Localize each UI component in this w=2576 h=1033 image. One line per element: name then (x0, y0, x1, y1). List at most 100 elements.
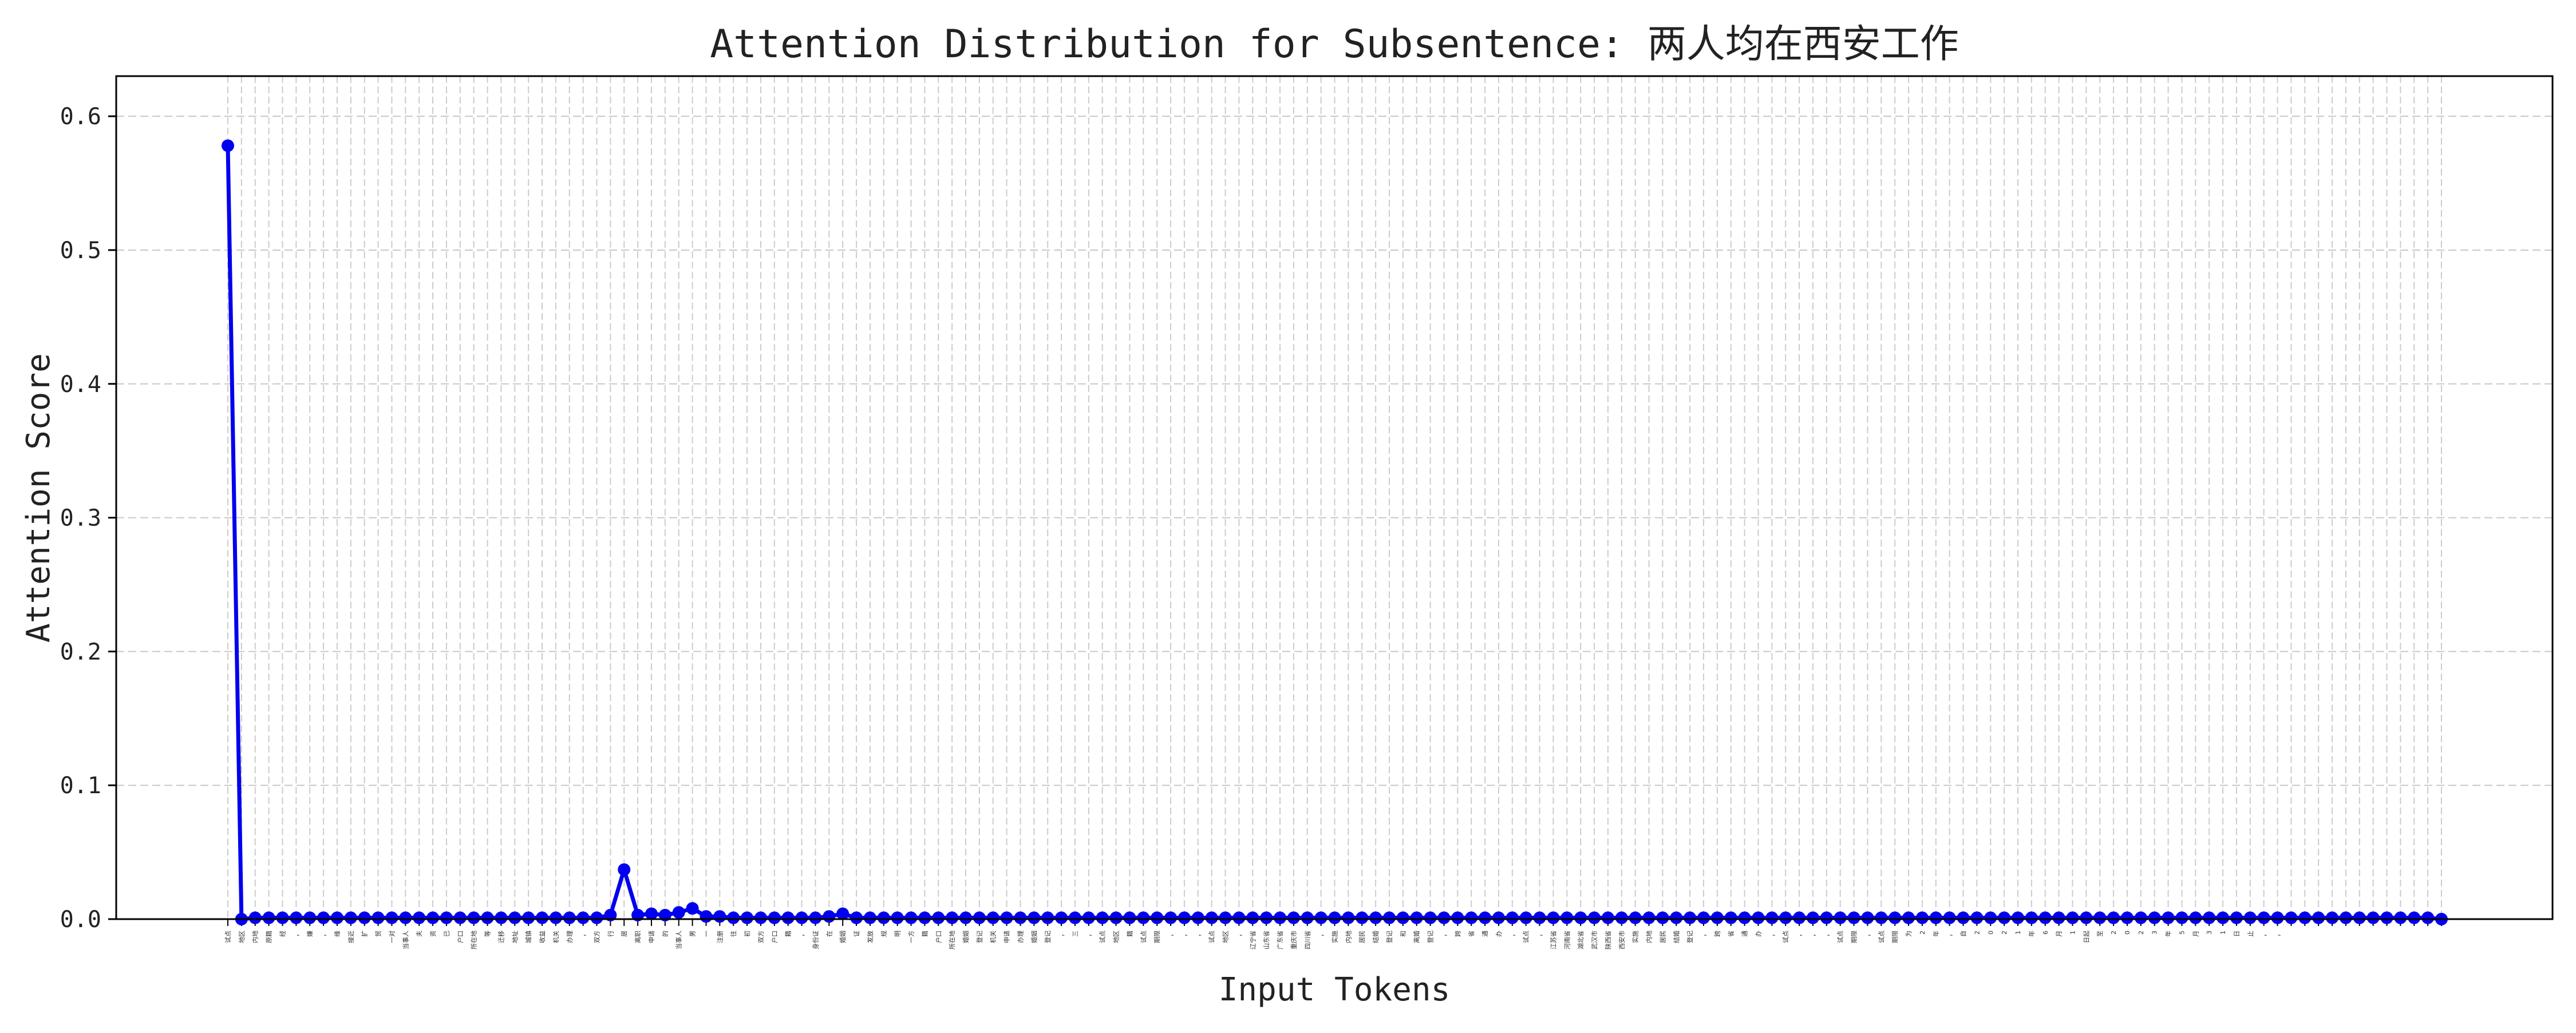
data-point (1697, 911, 1710, 924)
x-tick-label: ， (1058, 931, 1065, 937)
x-tick-label: 2 (2110, 931, 2117, 935)
x-tick-label: 2 (1973, 931, 1981, 935)
x-tick-label: 办 (1495, 931, 1503, 937)
data-point (1014, 911, 1027, 924)
x-tick-label: 0 (2124, 931, 2131, 935)
data-point (1574, 911, 1587, 924)
data-point (1151, 911, 1164, 924)
data-point (385, 911, 398, 924)
data-point (877, 911, 890, 924)
x-tick-label: 月 (2192, 931, 2199, 937)
x-tick-label: 省 (1468, 931, 1475, 937)
x-tick-label: 机关 (989, 931, 997, 943)
data-point (2038, 911, 2052, 924)
x-tick-label: 身份证 (811, 931, 819, 949)
x-tick-label: 实施 (1631, 931, 1639, 943)
x-tick-label: 内地 (1645, 931, 1653, 943)
data-point (248, 911, 262, 924)
data-point (1847, 911, 1860, 924)
data-point (713, 910, 726, 923)
x-tick-label: ， (1809, 931, 1817, 937)
x-tick-label: 陕西省 (1604, 931, 1612, 949)
attention-series (222, 139, 2448, 925)
data-point (1287, 911, 1300, 924)
x-tick-label: 日起 (2083, 931, 2090, 943)
data-point (1096, 911, 1109, 924)
data-point (495, 911, 508, 924)
data-point (2066, 911, 2079, 924)
data-point (1601, 911, 1614, 924)
data-point (604, 908, 617, 921)
x-tick-label: 登记 (975, 931, 983, 943)
data-point (1164, 911, 1178, 924)
x-tick-label: ， (799, 931, 806, 937)
x-tick-label: 办 (1755, 931, 1762, 937)
data-point (1369, 911, 1382, 924)
data-point (1752, 911, 1765, 924)
x-tick-label: 规 (880, 931, 888, 937)
data-point (1028, 911, 1041, 924)
x-tick-label: 通 (1481, 931, 1489, 937)
data-point (222, 139, 234, 152)
x-tick-label: 试点 (1878, 931, 1885, 943)
data-point (344, 911, 357, 924)
x-tick-label: 的 (661, 931, 669, 937)
data-point (1670, 911, 1683, 924)
x-tick-label: ， (1509, 931, 1516, 937)
x-tick-label: 双方 (757, 931, 765, 943)
x-tick-label: 期限 (1851, 931, 1858, 943)
x-tick-label: 户口 (934, 931, 942, 943)
data-point (2189, 911, 2202, 924)
data-point (904, 911, 918, 924)
x-tick-label: 贸 (375, 931, 382, 937)
x-tick-label: 籍 (920, 931, 929, 937)
data-point (549, 911, 562, 924)
x-tick-label: ， (1946, 931, 1954, 937)
x-tick-label: 登记 (1044, 931, 1052, 943)
x-tick-label: 地区 (1222, 931, 1230, 943)
chart-title: Attention Distribution for Subsentence: … (710, 22, 1959, 67)
data-point (413, 911, 426, 924)
x-tick-label: 发放 (866, 931, 874, 943)
data-point (2408, 911, 2421, 924)
data-point (1396, 911, 1409, 924)
data-point (2285, 911, 2298, 924)
data-point (1560, 911, 1574, 924)
x-tick-label: 婚姻 (962, 931, 970, 943)
x-tick-label: 年 (2028, 931, 2036, 937)
data-point (1915, 911, 1929, 924)
x-tick-label: ， (2274, 931, 2282, 937)
data-point (973, 911, 986, 924)
x-tick-label: 期限 (1153, 931, 1161, 943)
data-point (1861, 911, 1874, 924)
data-point (1656, 911, 1669, 924)
data-point (2326, 911, 2339, 924)
x-tick-label: ， (1318, 931, 1325, 937)
x-tick-label: 试点 (1140, 931, 1147, 943)
x-tick-label: 结婚 (1672, 931, 1680, 943)
x-tick-label: 期限 (1891, 931, 1899, 943)
data-point (768, 911, 781, 924)
x-tick-label: 为 (1905, 931, 1913, 937)
x-tick-label: ， (1440, 931, 1448, 937)
data-point (2243, 911, 2257, 924)
x-tick-label: 注册 (716, 931, 724, 943)
data-point (2394, 911, 2407, 924)
x-tick-label: 所在地 (949, 931, 956, 949)
x-tick-label: ， (1700, 931, 1708, 937)
x-tick-label: 地址 (511, 931, 519, 943)
x-tick-label: 西安市 (1618, 931, 1626, 949)
data-point (986, 911, 999, 924)
x-tick-label: 等 (484, 931, 492, 937)
data-point (781, 911, 795, 924)
data-point (399, 911, 412, 924)
x-axis-label: Input Tokens (1219, 971, 1451, 1008)
data-point (741, 911, 754, 924)
data-point (1875, 911, 1888, 924)
data-point (1000, 911, 1013, 924)
data-point (1519, 911, 1532, 924)
data-point (2093, 911, 2107, 924)
y-tick-label: 0.4 (60, 371, 101, 398)
x-tick-label: 6 (2042, 931, 2049, 935)
x-tick-label: 居民 (1358, 931, 1366, 943)
